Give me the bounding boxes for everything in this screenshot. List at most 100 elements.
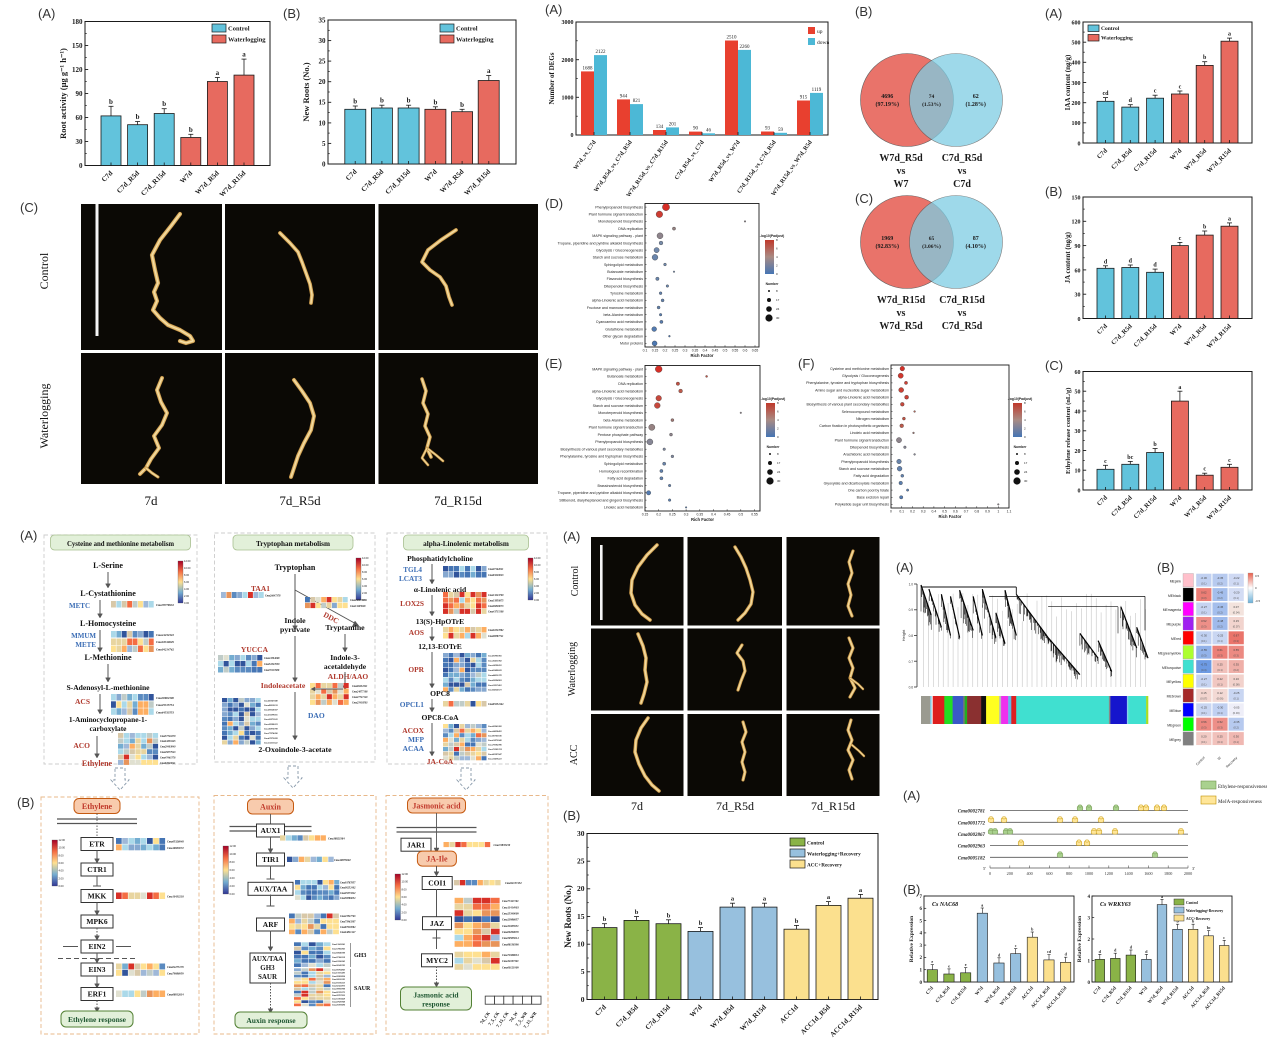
svg-text:0: 0 (1078, 317, 1081, 323)
svg-text:15: 15 (319, 99, 327, 107)
svg-text:944: 944 (620, 94, 628, 99)
svg-text:0.2: 0.2 (656, 513, 661, 517)
svg-text:0.25: 0.25 (669, 513, 676, 517)
svg-text:ACS: ACS (75, 697, 90, 706)
svg-text:(0.1): (0.1) (1201, 610, 1206, 614)
svg-text:Arachidonic acid metabolism: Arachidonic acid metabolism (843, 453, 889, 457)
svg-text:(0.1): (0.1) (1234, 740, 1239, 744)
svg-text:AUX/TAA: AUX/TAA (254, 884, 288, 893)
svg-text:25: 25 (577, 857, 585, 866)
svg-text:Cma79582096: Cma79582096 (488, 745, 503, 747)
svg-text:12.00: 12.00 (184, 559, 191, 563)
svg-text:Control: Control (228, 26, 250, 33)
svg-text:(0.1): (0.1) (1217, 682, 1222, 686)
svg-text:0: 0 (989, 871, 991, 876)
svg-text:a: a (981, 903, 983, 908)
svg-text:0.8: 0.8 (909, 634, 914, 638)
svg-text:(97.19%): (97.19%) (876, 101, 900, 108)
svg-text:Polyketide sugar unit biosynth: Polyketide sugar unit biosynthesis (835, 503, 889, 507)
svg-text:a: a (487, 67, 491, 75)
svg-text:L-Serine: L-Serine (93, 561, 123, 570)
svg-text:(0.08): (0.08) (1233, 682, 1240, 686)
svg-text:0.1: 0.1 (643, 349, 648, 353)
svg-text:Cma50041082: Cma50041082 (488, 725, 503, 728)
svg-text:Cma69232321: Cma69232321 (352, 685, 368, 688)
svg-text:MEred: MEred (1171, 637, 1181, 641)
svg-text:0.55: 0.55 (1233, 648, 1239, 652)
svg-text:5': 5' (983, 866, 986, 871)
svg-text:12.00: 12.00 (59, 838, 66, 842)
svg-text:Cma81199565: Cma81199565 (264, 714, 278, 716)
svg-text:Cma87918584: Cma87918584 (340, 926, 356, 929)
svg-text:Cma47020948: Cma47020948 (332, 1001, 346, 1004)
svg-text:2: 2 (920, 956, 923, 961)
svg-text:C7d_R15d: C7d_R15d (939, 295, 985, 306)
svg-text:1800: 1800 (1164, 871, 1172, 876)
svg-text:e: e (965, 962, 967, 967)
svg-text:0.52: 0.52 (1217, 720, 1223, 724)
svg-text:Phenylalanine, tyrosine and tr: Phenylalanine, tyrosine and tryptophan b… (560, 455, 643, 459)
svg-text:8.00: 8.00 (534, 570, 540, 574)
svg-text:(92.83%): (92.83%) (876, 243, 900, 250)
svg-text:OPC8: OPC8 (430, 689, 450, 698)
svg-text:Sphingolipid metabolism: Sphingolipid metabolism (604, 462, 643, 466)
svg-text:Cma65326948: Cma65326948 (167, 841, 184, 844)
svg-text:-0.25: -0.25 (1233, 691, 1240, 695)
svg-text:Cs WRKY63: Cs WRKY63 (1100, 902, 1131, 908)
svg-text:8: 8 (1024, 452, 1026, 456)
svg-text:LOX2S: LOX2S (400, 599, 424, 608)
svg-text:vs: vs (958, 166, 967, 177)
svg-text:d: d (998, 952, 1001, 957)
svg-text:Fatty acid degradation: Fatty acid degradation (607, 477, 643, 481)
svg-text:Cma52347039: Cma52347039 (264, 663, 280, 666)
svg-text:(1.53%): (1.53%) (922, 101, 941, 108)
svg-text:MEblue: MEblue (1170, 709, 1182, 713)
svg-text:0.61: 0.61 (1217, 648, 1223, 652)
svg-text:Cma82949041: Cma82949041 (160, 762, 176, 765)
svg-text:W7d: W7d (1139, 986, 1149, 997)
svg-text:b: b (460, 101, 464, 109)
svg-text:C7d: C7d (953, 179, 971, 190)
svg-text:New Roots (No.): New Roots (No.) (563, 885, 573, 948)
svg-text:Cma00950908: Cma00950908 (332, 989, 346, 991)
svg-text:0.22: 0.22 (1217, 677, 1223, 681)
svg-text:alpha-Linolenic acid metabolis: alpha-Linolenic acid metabolism (838, 396, 889, 400)
svg-text:MAPK signaling pathway - plant: MAPK signaling pathway - plant (592, 367, 643, 371)
svg-text:200: 200 (1007, 871, 1013, 876)
svg-text:Cma38823384: Cma38823384 (328, 837, 345, 840)
svg-text:2.00: 2.00 (362, 591, 368, 595)
svg-text:Root activity (μg g⁻¹ h⁻¹): Root activity (μg g⁻¹ h⁻¹) (58, 48, 68, 139)
svg-text:ACC+Recovery: ACC+Recovery (1186, 917, 1210, 921)
svg-text:2260: 2260 (740, 45, 751, 50)
svg-text:a: a (1228, 32, 1231, 38)
svg-text:a: a (827, 894, 831, 901)
svg-text:c: c (1104, 459, 1107, 465)
svg-text:Cyanoamino acid metabolism: Cyanoamino acid metabolism (596, 320, 643, 324)
svg-text:alpha-Linolenic acid metabolis: alpha-Linolenic acid metabolism (592, 389, 643, 393)
svg-text:W: W (1217, 755, 1223, 761)
svg-text:Cma18340629: Cma18340629 (156, 640, 174, 644)
svg-text:Rich Factor: Rich Factor (938, 514, 961, 519)
svg-text:LCAT3: LCAT3 (399, 575, 422, 583)
svg-text:ERF1: ERF1 (88, 990, 107, 999)
svg-text:Cma09290670: Cma09290670 (502, 931, 519, 934)
svg-text:10: 10 (319, 119, 327, 127)
svg-text:Ethylene: Ethylene (82, 802, 113, 811)
svg-text:24: 24 (1024, 470, 1028, 474)
svg-text:TGL4: TGL4 (403, 566, 422, 574)
svg-text:Monoterpenoid biosynthesis: Monoterpenoid biosynthesis (598, 220, 643, 224)
svg-text:Tyrosine metabolism: Tyrosine metabolism (610, 292, 643, 296)
svg-text:Ethylene response: Ethylene response (68, 1015, 127, 1024)
svg-text:Phenylpropanoid biosynthesis: Phenylpropanoid biosynthesis (595, 440, 643, 444)
svg-text:Carbon fixation in photosynthe: Carbon fixation in photosynthetic organi… (819, 424, 889, 428)
svg-text:2.00: 2.00 (184, 594, 190, 598)
svg-text:AUX1: AUX1 (261, 826, 281, 835)
svg-text:1000: 1000 (1085, 871, 1093, 876)
svg-text:0: 0 (581, 995, 585, 1004)
svg-text:Waterlogging: Waterlogging (567, 642, 578, 696)
svg-text:b: b (189, 126, 193, 134)
svg-text:(0.2): (0.2) (1217, 610, 1222, 614)
svg-text:(0.3): (0.3) (1217, 726, 1222, 730)
svg-text:Cma09309826: Cma09309826 (332, 976, 346, 978)
svg-text:EIN3: EIN3 (88, 965, 105, 974)
